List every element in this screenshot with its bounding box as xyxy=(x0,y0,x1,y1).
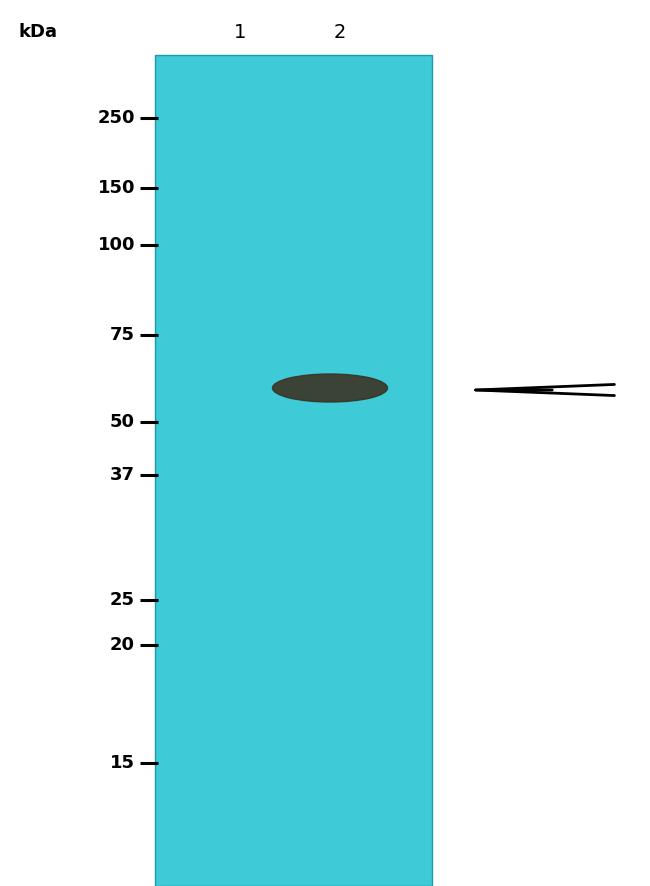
Text: kDa: kDa xyxy=(18,23,57,41)
Text: 15: 15 xyxy=(110,754,135,772)
Text: 250: 250 xyxy=(98,109,135,127)
Text: 50: 50 xyxy=(110,413,135,431)
Text: 25: 25 xyxy=(110,591,135,609)
Bar xyxy=(155,55,432,886)
Text: 75: 75 xyxy=(110,326,135,344)
Text: 37: 37 xyxy=(110,466,135,484)
Text: 1: 1 xyxy=(234,22,246,42)
Ellipse shape xyxy=(272,374,387,402)
Text: 150: 150 xyxy=(98,179,135,197)
Text: 20: 20 xyxy=(110,636,135,654)
Text: 2: 2 xyxy=(334,22,346,42)
Text: 100: 100 xyxy=(98,236,135,254)
